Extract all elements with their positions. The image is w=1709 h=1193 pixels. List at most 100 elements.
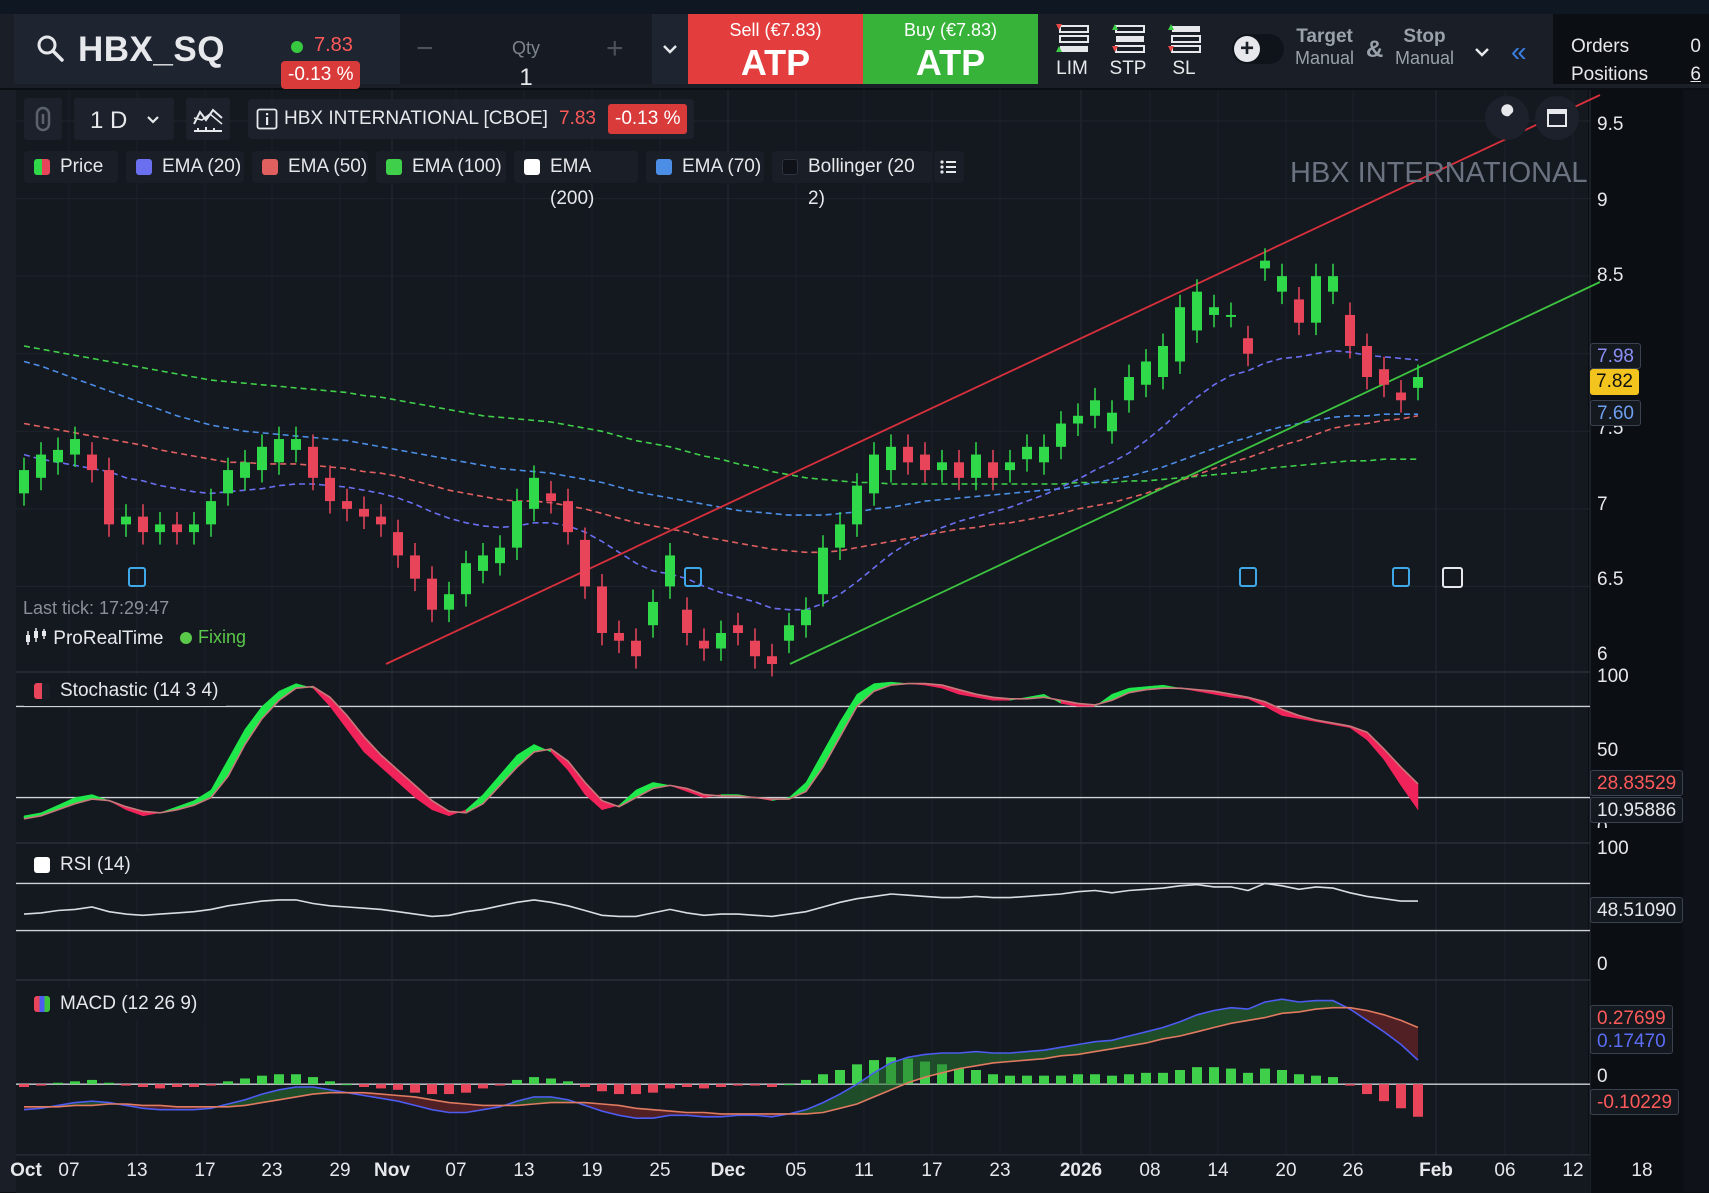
rsi-legend[interactable]: RSI (14) <box>24 850 139 880</box>
fixing-text: Fixing <box>198 627 247 647</box>
legend-item[interactable]: EMA (20) <box>126 151 244 183</box>
stop-setting[interactable]: Stop Manual <box>1395 26 1454 69</box>
macd-cloud <box>1197 1010 1214 1032</box>
time-axis-label: 17 <box>921 1160 943 1181</box>
stop-order-icon <box>1112 24 1145 53</box>
time-axis-label: 17 <box>194 1160 216 1181</box>
candle <box>801 609 811 626</box>
legend-item[interactable]: EMA (50) <box>252 151 368 183</box>
stochastic-fill <box>822 720 841 769</box>
orders-row: Orders 0 <box>1571 36 1701 58</box>
legend-item[interactable]: Bollinger (20 2) <box>772 151 932 209</box>
provider-name: ProRealTime <box>53 628 164 649</box>
qty-label: Qty <box>511 38 540 58</box>
macd-histogram-bar <box>614 1084 624 1095</box>
rsi-value-tag: 48.51090 <box>1590 897 1684 923</box>
macd-hist-tag: -0.10229 <box>1590 1089 1680 1115</box>
channel-bottom-line <box>789 281 1601 665</box>
target-mode: Manual <box>1295 48 1355 68</box>
indicators-button[interactable] <box>186 98 230 140</box>
rsi-axis-label: 0 <box>1597 954 1608 975</box>
legend-item[interactable]: Price <box>24 151 118 183</box>
legend-item[interactable]: EMA (100) <box>376 151 506 183</box>
time-axis-label: 18 <box>1631 1160 1653 1181</box>
qty-dropdown-button[interactable] <box>652 14 688 84</box>
candle <box>1396 392 1406 401</box>
collapse-panel-button[interactable]: « <box>1511 36 1527 67</box>
macd-histogram-bar <box>104 1082 114 1085</box>
macd-cloud <box>959 1051 976 1069</box>
candle <box>104 470 114 525</box>
stop-loss-icon <box>1168 24 1201 53</box>
timeframe-selector[interactable]: 1 D <box>74 98 174 140</box>
candle <box>1277 276 1287 292</box>
candle <box>1107 412 1117 432</box>
macd-histogram-bar <box>988 1074 998 1085</box>
macd-cloud <box>1231 1007 1248 1024</box>
candle <box>376 516 386 525</box>
macd-histogram-bar <box>971 1070 981 1085</box>
time-axis-label: 13 <box>513 1160 535 1181</box>
target-stop-dropdown[interactable] <box>1474 44 1490 62</box>
macd-cloud <box>1078 1041 1095 1055</box>
macd-histogram-bar <box>1328 1077 1338 1085</box>
macd-histogram-bar <box>342 1084 352 1086</box>
candle <box>19 470 29 494</box>
fixing-status: Fixing <box>180 627 246 648</box>
qty-minus-button[interactable]: − <box>416 32 434 65</box>
stop-loss-button[interactable]: SL <box>1158 22 1210 84</box>
candle <box>920 454 930 471</box>
target-setting[interactable]: Target Manual <box>1295 26 1354 69</box>
target-stop-toggle[interactable]: + <box>1232 34 1284 64</box>
news-icon <box>684 567 702 587</box>
positions-count[interactable]: 6 <box>1690 64 1701 85</box>
qty-plus-button[interactable]: + <box>606 32 624 65</box>
legend-swatch <box>34 159 50 175</box>
orders-positions[interactable]: Orders 0 Positions 6 <box>1553 14 1709 85</box>
candle <box>478 555 488 571</box>
legend-item[interactable]: EMA (70) <box>646 151 764 183</box>
legend-label: EMA (100) <box>412 156 502 177</box>
candle <box>1328 276 1338 292</box>
candle <box>1056 423 1066 447</box>
chart-settings-button[interactable] <box>1485 96 1529 140</box>
stochastic-fill <box>584 781 603 811</box>
candle <box>495 547 505 564</box>
symbol-search[interactable]: HBX_SQ <box>14 14 244 84</box>
maximize-chart-button[interactable] <box>1535 96 1579 140</box>
macd-histogram-bar <box>529 1077 539 1085</box>
macd-legend[interactable]: MACD (12 26 9) <box>24 989 206 1019</box>
chevron-down-icon <box>663 45 677 54</box>
stochastic-fill <box>1383 748 1402 787</box>
candle <box>393 532 403 556</box>
macd-histogram-bar <box>1226 1068 1236 1085</box>
macd-histogram-bar <box>767 1084 777 1087</box>
macd-histogram-bar <box>801 1079 811 1085</box>
macd-cloud <box>1248 1002 1265 1021</box>
candle <box>1243 338 1253 354</box>
time-axis-label: 05 <box>785 1160 807 1181</box>
buy-button[interactable]: Buy (€7.83) ATP <box>863 14 1038 84</box>
legend-list-button[interactable] <box>934 151 964 183</box>
candlestick-icon <box>26 628 46 645</box>
price-axis-label: 8.5 <box>1597 265 1624 286</box>
candle <box>682 609 692 633</box>
legend-item[interactable]: EMA (200) <box>514 151 638 209</box>
qty-input[interactable]: 1 <box>519 64 533 91</box>
candle <box>580 539 590 587</box>
candle <box>87 454 97 471</box>
instrument-info[interactable]: HBX INTERNATIONAL [CBOE] 7.83 -0.13 % <box>248 99 694 139</box>
right-side-panel[interactable] <box>1683 90 1709 1192</box>
time-axis-label: 23 <box>261 1160 283 1181</box>
time-axis-label: 2026 <box>1059 1160 1103 1181</box>
macd-cloud <box>398 1095 415 1106</box>
stop-order-button[interactable]: STP <box>1102 22 1154 84</box>
limit-order-button[interactable]: LIM <box>1046 22 1098 84</box>
sell-button[interactable]: Sell (€7.83) ATP <box>688 14 863 84</box>
stochastic-legend[interactable]: Stochastic (14 3 4) <box>24 676 227 706</box>
legend-label: Bollinger (20 2) <box>808 156 915 209</box>
link-button[interactable] <box>24 98 62 140</box>
rsi-label: RSI (14) <box>60 854 131 875</box>
macd-histogram-bar <box>563 1081 573 1085</box>
